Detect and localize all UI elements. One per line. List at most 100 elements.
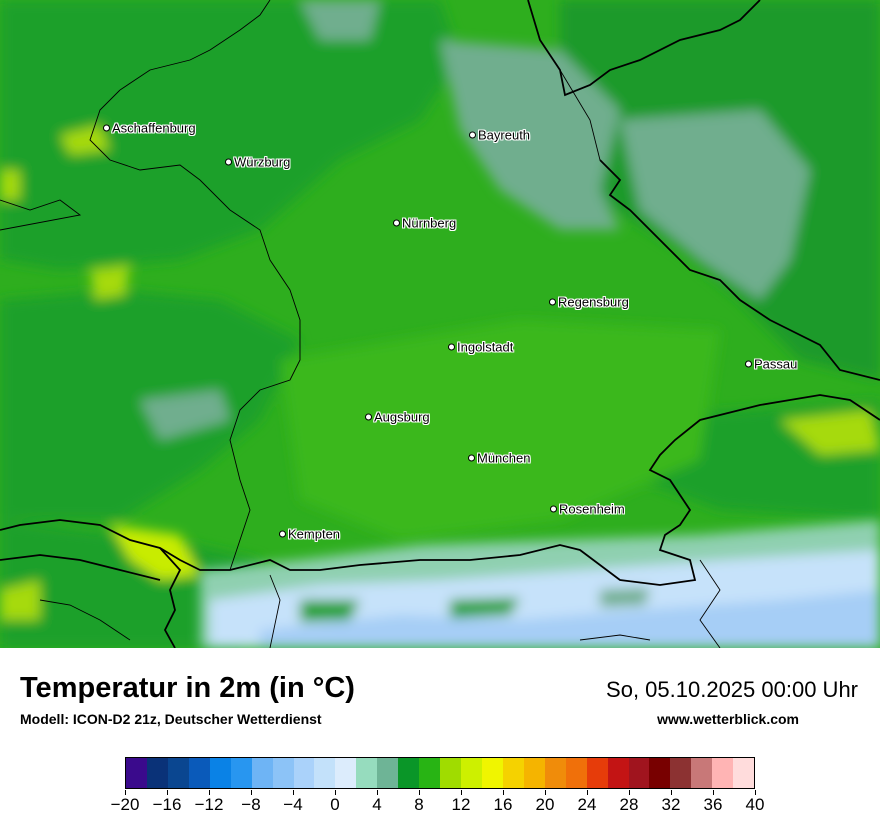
colorbar-segment [607,758,629,788]
colorbar-tick [292,790,294,795]
city-label: Nürnberg [402,215,457,231]
temperature-map[interactable]: Aschaffenburg Würzburg Bayreuth Nürnberg… [0,0,880,648]
colorbar-segment [712,758,734,788]
city-marker-kempten[interactable]: Kempten [279,527,340,542]
colorbar-segment [377,758,399,788]
colorbar-tick-label: 40 [745,795,765,814]
city-dot-icon [365,413,372,421]
colorbar-segment [251,758,273,788]
colorbar-tick [376,790,378,795]
colorbar-tick [586,790,588,795]
colorbar-tick [124,790,126,795]
colorbar-tick [460,790,462,795]
colorbar-tick-label: −20 [110,795,140,814]
colorbar-segment [461,758,482,788]
city-dot-icon [448,343,455,351]
colorbar-segment [167,758,189,788]
colorbar-tick [712,790,714,795]
city-label: Kempten [288,526,341,542]
colorbar-tick [754,790,756,795]
colorbar-segment [335,758,357,788]
colorbar-segment [230,758,252,788]
colorbar-segment [523,758,545,788]
city-marker-augsburg[interactable]: Augsburg [365,410,430,425]
city-marker-aschaffenburg[interactable]: Aschaffenburg [103,121,196,136]
forecast-datetime: So, 05.10.2025 00:00 Uhr [606,677,858,702]
model-info: Modell: ICON-D2 21z, Deutscher Wetterdie… [20,711,322,727]
city-marker-ingolstadt[interactable]: Ingolstadt [448,340,513,355]
colorbar-segment [649,758,671,788]
colorbar-tick-label: 16 [493,795,513,814]
colorbar-segment [502,758,524,788]
colorbar-tick-label: 0 [330,795,340,814]
colorbar-tick [334,790,336,795]
colorbar-segment [188,758,210,788]
colorbar-segment [272,758,294,788]
colorbar-segment [670,758,692,788]
colorbar-segment [544,758,566,788]
colorbar-tick [670,790,672,795]
colorbar-segment [481,758,503,788]
colorbar-segment [126,758,147,788]
site-url[interactable]: www.wetterblick.com [657,711,799,727]
colorbar-segment [628,758,650,788]
city-marker-nuernberg[interactable]: Nürnberg [393,216,456,231]
colorbar-segment [398,758,420,788]
colorbar-segment [565,758,587,788]
city-dot-icon [103,124,110,132]
colorbar-segment [586,758,608,788]
colorbar-segment [691,758,713,788]
city-marker-wuerzburg[interactable]: Würzburg [225,155,290,170]
city-marker-muenchen[interactable]: München [468,451,530,466]
colorbar-tick [502,790,504,795]
city-label: Regensburg [558,294,629,310]
colorbar-tick-label: 36 [703,795,723,814]
colorbar-tick [544,790,546,795]
city-label: Würzburg [234,154,291,170]
colorbar-tick-label: 12 [451,795,471,814]
city-label: Rosenheim [559,501,625,517]
colorbar-tick-label: 4 [372,795,382,814]
colorbar-segment [293,758,315,788]
temperature-colorbar [125,757,755,789]
colorbar-tick-label: −16 [152,795,182,814]
city-dot-icon [393,219,400,227]
city-label: Aschaffenburg [112,120,196,136]
city-label: Passau [754,356,798,372]
city-dot-icon [279,530,286,538]
colorbar-tick-label: 28 [619,795,639,814]
colorbar-tick [418,790,420,795]
city-label: München [477,450,531,466]
city-dot-icon [225,158,232,166]
city-label: Augsburg [374,409,430,425]
colorbar-tick-label: 24 [577,795,597,814]
state-borders [0,0,721,648]
colorbar-segment [314,758,336,788]
city-dot-icon [549,298,556,306]
colorbar-segment [419,758,441,788]
colorbar-tick [628,790,630,795]
city-dot-icon [468,454,475,462]
colorbar-tick-label: −4 [283,795,303,814]
country-borders [0,0,880,648]
city-label: Bayreuth [478,127,531,143]
colorbar-tick-label: 20 [535,795,555,814]
colorbar-segment [733,758,755,788]
colorbar-segment [146,758,168,788]
map-canvas [0,0,880,648]
city-marker-passau[interactable]: Passau [745,357,797,372]
city-marker-bayreuth[interactable]: Bayreuth [469,128,530,143]
colorbar-segment [356,758,378,788]
colorbar-tick [208,790,210,795]
colorbar-tick-label: −12 [194,795,224,814]
colorbar-tick-label: 8 [414,795,424,814]
colorbar-tick [250,790,252,795]
colorbar-segment [209,758,231,788]
city-dot-icon [550,505,557,513]
city-marker-regensburg[interactable]: Regensburg [549,295,629,310]
city-dot-icon [745,360,752,368]
city-label: Ingolstadt [457,339,514,355]
colorbar-tick [166,790,168,795]
city-dot-icon [469,131,476,139]
city-marker-rosenheim[interactable]: Rosenheim [550,502,625,517]
